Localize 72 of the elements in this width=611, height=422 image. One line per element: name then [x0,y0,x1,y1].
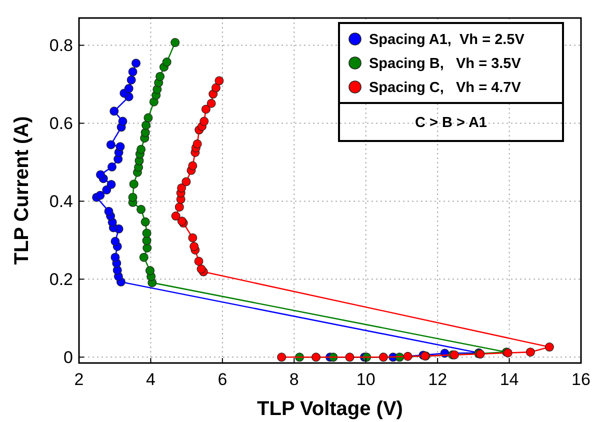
point [136,144,146,154]
point [312,352,321,362]
x-tick-label: 12 [428,370,448,389]
point [132,58,141,68]
point [145,266,154,276]
x-tick-label: 16 [572,370,590,389]
x-tick-label: 6 [218,370,228,389]
point [140,217,150,226]
point [140,128,150,138]
annotation: C > B > A1 [415,115,487,132]
point [211,83,220,92]
point [192,139,202,148]
point [174,202,184,212]
y-tick-label: 0 [64,348,73,368]
point [182,177,191,186]
point [345,352,354,362]
legend-label: Spacing A1, Vh = 2.5V [369,32,525,48]
point [214,76,224,86]
y-tick-label: 0.6 [49,114,73,134]
point [129,180,138,189]
point [116,142,125,152]
point [142,120,151,130]
x-tick-label: 10 [356,370,376,389]
point [110,252,120,262]
point [104,206,114,216]
point [188,233,198,242]
point [142,228,152,238]
point [201,104,210,114]
point [156,72,165,81]
point [196,264,206,274]
point [544,342,554,352]
point [96,170,106,180]
point [128,67,138,76]
point [142,244,152,252]
point [188,161,198,170]
x-axis-title: TLP Voltage (V) [257,398,403,420]
point [110,106,119,116]
point [206,98,216,108]
y-tick-label: 0.4 [49,192,73,212]
point [142,236,152,246]
point [96,190,105,200]
point [526,348,535,357]
point [194,256,204,266]
y-axis-title: TLP Current (A) [11,116,33,265]
x-tick-label: 14 [500,370,519,389]
point [171,212,180,221]
point [126,75,136,84]
point [128,192,138,202]
point [124,84,134,94]
legend-label: Spacing C, Vh = 4.7V [369,80,522,96]
x-tick-label: 4 [146,370,156,389]
point [162,58,172,67]
point [200,116,209,126]
point [139,252,148,262]
legend-label: Spacing B, Vh = 3.5V [369,56,522,72]
point [170,38,180,48]
point [118,116,128,126]
point [403,352,412,361]
point [106,140,116,150]
point [177,183,186,192]
y-tick-label: 0.2 [49,270,73,290]
point [190,242,199,251]
point [144,113,153,122]
point [378,352,388,362]
y-tick-label: 0.8 [49,36,73,56]
x-tick-label: 2 [74,370,84,389]
point [110,236,120,246]
x-tick-label: 8 [289,370,299,389]
point [277,352,286,362]
point [136,204,146,214]
point [107,162,116,172]
point [106,180,116,189]
